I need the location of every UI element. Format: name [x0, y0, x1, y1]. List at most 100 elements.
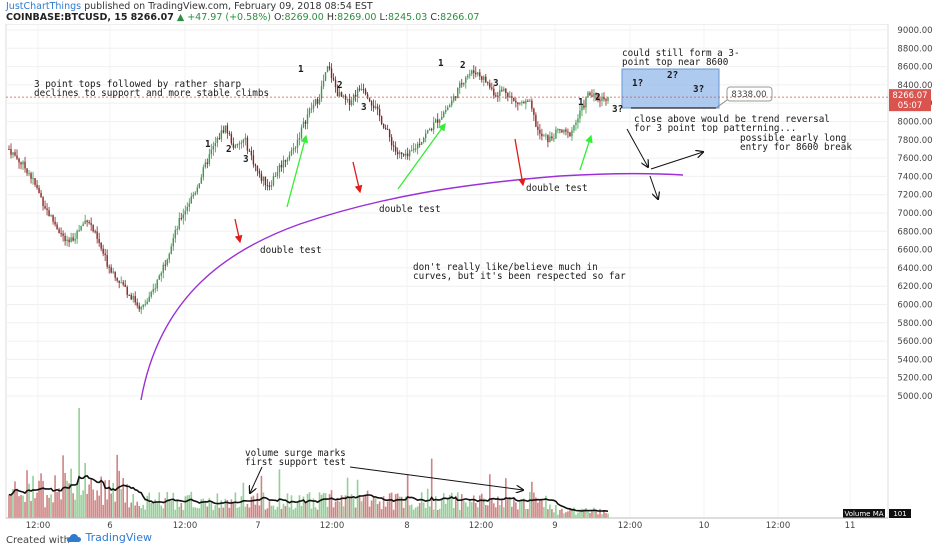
- candle-body: [420, 141, 423, 145]
- volume-bar: [228, 507, 231, 518]
- volume-bar: [124, 502, 126, 518]
- volume-bar: [250, 496, 253, 518]
- volume-bar: [306, 493, 309, 518]
- volume-bar: [593, 507, 595, 518]
- volume-bar: [458, 509, 461, 518]
- price-tick-label: 7800.00: [897, 136, 932, 146]
- volume-bar: [248, 507, 251, 518]
- footer: Created with TradingView: [0, 530, 932, 550]
- volume-bar: [607, 513, 609, 518]
- volume-bar: [294, 507, 297, 518]
- candle-body: [376, 106, 379, 110]
- volume-bar: [266, 508, 269, 518]
- candle-body: [543, 135, 545, 137]
- candle-body: [232, 143, 235, 148]
- candle-body: [114, 271, 116, 278]
- candle-body: [224, 125, 227, 133]
- red-arrow: [352, 161, 363, 194]
- candle-body: [256, 165, 259, 172]
- volume-bar: [434, 496, 437, 518]
- author-link[interactable]: JustChartThings: [6, 1, 82, 12]
- volume-bar: [164, 498, 167, 518]
- volume-bar: [509, 496, 511, 518]
- symbol-line: COINBASE:BTCUSD, 15 8266.07 ▲ +47.97 (+0…: [6, 12, 479, 24]
- tradingview-brand: TradingView: [85, 531, 152, 544]
- candle-body: [90, 223, 92, 225]
- price-axis[interactable]: 5000.00 5200.00 5400.00 5600.00 5800.00 6000.…: [897, 26, 932, 402]
- volume-bar: [537, 502, 539, 518]
- volume-bar: [194, 507, 197, 518]
- candle-body: [96, 231, 98, 239]
- candle-body: [92, 224, 94, 232]
- candle-body: [192, 194, 195, 197]
- annotation-text: first support test: [245, 457, 346, 468]
- candle-body: [264, 176, 267, 186]
- candle-body: [140, 307, 142, 310]
- candle-body: [274, 175, 277, 177]
- volume-bar: [20, 494, 22, 518]
- candle-body: [58, 229, 60, 234]
- candle-body: [581, 105, 583, 111]
- point-label: 1: [205, 139, 211, 150]
- candle-body: [422, 138, 425, 142]
- annotations: 3 point tops followed by rather sharpdec…: [34, 48, 852, 468]
- volume-ma-tag-text: Volume MA: [844, 510, 883, 518]
- candle-body: [206, 162, 209, 164]
- time-axis[interactable]: 12:00 6 12:00 7 12:00 8 12:00 9 12:00 10 12:00 11: [6, 517, 888, 530]
- candle-body: [278, 164, 281, 173]
- volume-bar: [52, 502, 54, 518]
- volume-bar: [204, 501, 207, 518]
- volume-bar: [418, 503, 421, 518]
- volume-bar: [364, 494, 367, 518]
- volume-bar: [226, 500, 229, 518]
- price-tick-label: 8400.00: [897, 81, 932, 91]
- volume-bar: [384, 506, 387, 518]
- candle-body: [418, 143, 421, 145]
- candle-body: [100, 242, 102, 249]
- volume-bar: [170, 501, 173, 518]
- volume-bar: [92, 489, 94, 518]
- time-tick-label: 7: [255, 521, 260, 530]
- volume-bar: [58, 488, 60, 518]
- volume-bar: [382, 496, 385, 518]
- volume-bar: [180, 503, 183, 518]
- candle-body: [414, 148, 417, 150]
- volume-bar: [563, 513, 565, 518]
- volume-bar: [268, 501, 271, 518]
- volume-bar: [400, 496, 403, 518]
- volume-bar: [80, 495, 82, 518]
- candle-body: [268, 185, 271, 187]
- candle-body: [513, 98, 515, 101]
- candle-body: [298, 138, 301, 140]
- close-value: 8266.07: [440, 12, 480, 23]
- candle-body: [549, 136, 551, 143]
- candle-body: [521, 102, 523, 104]
- annotation-text: entry for 8600 break: [740, 142, 852, 153]
- candle-body: [302, 121, 305, 128]
- volume-bar: [136, 501, 139, 518]
- candle-body: [162, 264, 164, 273]
- tradingview-logo[interactable]: TradingView: [66, 531, 152, 544]
- candle-body: [571, 130, 573, 137]
- volume-bar: [372, 496, 375, 518]
- volume-bar: [587, 511, 589, 518]
- volume-bar: [72, 493, 74, 518]
- volume-bar: [78, 408, 80, 518]
- price-chart[interactable]: 8338.00 3 point tops followed by rather …: [0, 24, 932, 530]
- volume-bar: [555, 504, 557, 518]
- volume-bar: [238, 506, 241, 518]
- candle-body: [70, 237, 72, 243]
- candle-body: [42, 197, 44, 206]
- volume-bar: [176, 499, 179, 518]
- candle-body: [408, 150, 411, 157]
- point-label: 3: [493, 78, 499, 89]
- candle-body: [102, 248, 104, 254]
- volume-bar: [320, 494, 323, 518]
- volume-bar: [340, 495, 343, 518]
- volume-bar: [535, 497, 537, 518]
- candle-body: [110, 267, 112, 273]
- candle-body: [595, 93, 597, 96]
- volume-bar: [517, 509, 519, 518]
- low-label: L:: [379, 12, 389, 23]
- candle-body: [98, 238, 100, 243]
